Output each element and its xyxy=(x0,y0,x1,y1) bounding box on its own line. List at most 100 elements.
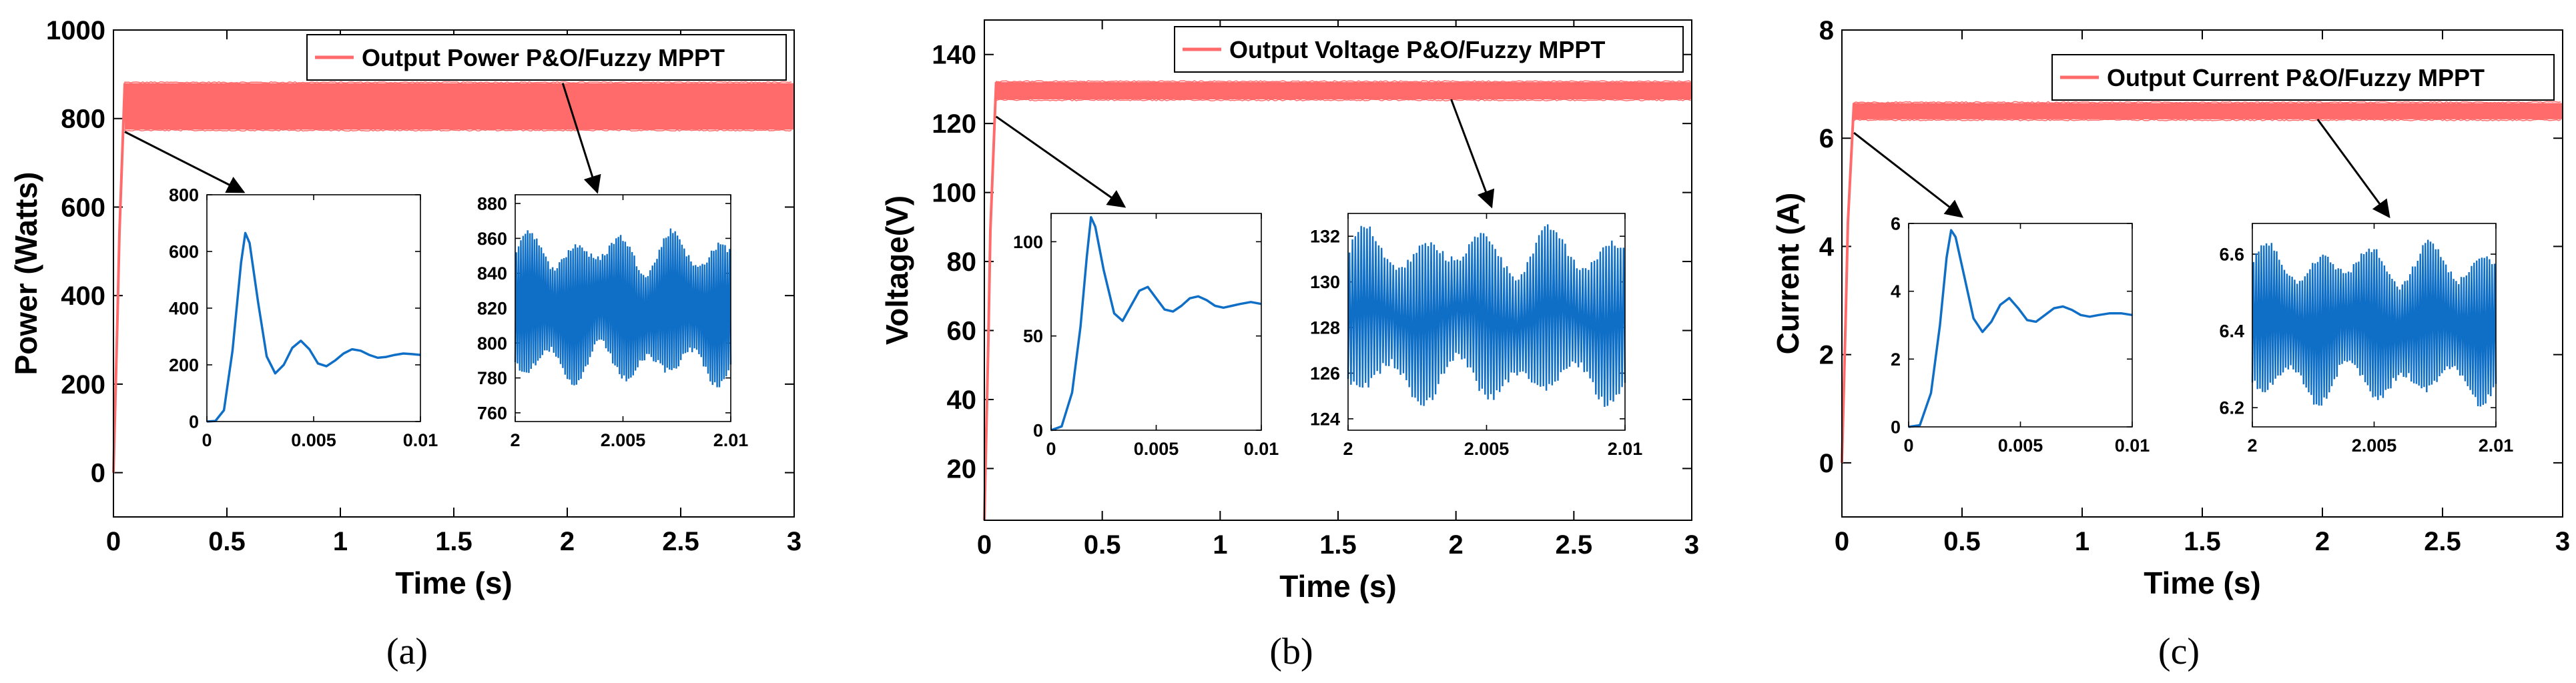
main-axis-ytick-label: 8 xyxy=(1819,16,1834,45)
main-axis-ytick-label: 400 xyxy=(61,281,105,311)
inset-axis-frame xyxy=(1050,213,1262,431)
inset-axis-xtick-label: 2.005 xyxy=(2352,436,2397,456)
main-axis-ytick-label: 80 xyxy=(947,247,977,277)
main-axis-ytick-label: 4 xyxy=(1819,232,1835,261)
y-axis-label: Current (A) xyxy=(1770,193,1805,355)
main-axis-xtick-label: 2.5 xyxy=(1556,530,1593,560)
legend-box xyxy=(2051,54,2555,101)
inset-axis-frame xyxy=(1908,223,2133,428)
series-rise xyxy=(112,83,126,473)
main-axis-xtick-label: 2 xyxy=(1449,530,1464,560)
main-axis-xtick-label: 0.5 xyxy=(208,527,246,556)
inset-axis-xtick-label: 2 xyxy=(1343,439,1353,459)
main-axis-frame xyxy=(113,29,795,518)
main-axis-ytick-label: 800 xyxy=(61,105,105,134)
inset-axis-xtick-label: 2.005 xyxy=(1464,439,1510,459)
inset-axis-xtick-label: 0.005 xyxy=(291,430,336,450)
inset-axis-ytick-label: 820 xyxy=(477,298,507,318)
inset-axis-xtick-label: 0.005 xyxy=(1998,436,2043,456)
y-axis-label: Power (Watts) xyxy=(9,172,43,376)
main-axis-xtick-label: 0.5 xyxy=(1084,530,1121,560)
main-axis-frame xyxy=(1841,29,2563,518)
series-band-bottom-edge xyxy=(995,99,1691,102)
series-band-bottom-edge xyxy=(1853,119,2561,122)
inset-axis-ytick-label: 124 xyxy=(1310,409,1340,429)
zoom-arrow-1 xyxy=(1853,131,1964,218)
inset-axis-xtick-label: 2.01 xyxy=(1608,439,1643,459)
main-axis-xtick-label: 2 xyxy=(560,527,575,556)
inset-axis-ytick-label: 6.2 xyxy=(2219,398,2244,418)
main-axis-xtick-label: 0.5 xyxy=(1943,527,1981,556)
inset-axis-ytick-label: 400 xyxy=(169,298,199,318)
series-rise xyxy=(983,82,998,521)
inset-axis-frame xyxy=(1347,213,1626,431)
series-rise xyxy=(1841,103,1855,463)
inset-axis-ytick-label: 880 xyxy=(477,194,507,214)
inset-axis-xtick-label: 2.005 xyxy=(601,430,646,450)
x-axis-label: Time (s) xyxy=(1279,569,1397,604)
inset-axis-ytick-label: 0 xyxy=(1891,417,1901,437)
inset-axis-ytick-label: 800 xyxy=(477,333,507,354)
main-axis-ytick-label: 6 xyxy=(1819,124,1834,153)
inset-series-line xyxy=(1050,215,1262,432)
main-axis-ytick-label: 2 xyxy=(1819,341,1834,370)
series-band xyxy=(125,83,793,130)
main-axis-xtick-label: 3 xyxy=(1684,530,1699,560)
inset-axis-bg xyxy=(207,195,420,422)
inset-axis-xtick-label: 2.01 xyxy=(2479,436,2514,456)
inset-axis-xtick-label: 0.01 xyxy=(1244,439,1279,459)
zoom-arrow-2 xyxy=(2316,118,2390,219)
main-axis-xtick-label: 2.5 xyxy=(662,527,699,556)
inset-axis-ytick-label: 200 xyxy=(169,355,199,375)
zoom-arrow-1 xyxy=(124,131,246,193)
inset-axis-bg xyxy=(1909,223,2132,427)
panel-c: 0 0.5 1 1.5 2 2.5 3 0 2 4 6 8 Output Current P&O/Fuz… xyxy=(1770,16,2570,672)
inset-series-line xyxy=(1908,229,2133,428)
inset-axis-ytick-label: 800 xyxy=(169,185,199,205)
main-axis-xtick-label: 0 xyxy=(977,530,992,560)
zoom-arrow-1 xyxy=(995,115,1126,208)
inset-startup: 0 0.005 0.01 0 50 100 xyxy=(1013,213,1279,459)
inset-axis-frame xyxy=(515,194,731,422)
inset-axis-frame xyxy=(2252,223,2497,428)
main-axis-ytick-label: 60 xyxy=(947,317,977,346)
main-axis-ytick-label: 100 xyxy=(932,179,976,208)
inset-startup: 0 0.005 0.01 0 2 4 6 xyxy=(1891,213,2150,456)
series-band xyxy=(996,82,1691,99)
x-axis-label: Time (s) xyxy=(395,566,513,600)
inset-axis-xtick-label: 2.01 xyxy=(713,430,749,450)
main-axis-xtick-label: 3 xyxy=(2555,527,2570,556)
legend-box xyxy=(306,34,787,81)
main-axis-xtick-label: 1 xyxy=(2075,527,2089,556)
y-axis-label: Voltage(V) xyxy=(880,195,914,345)
inset-series-oscillation xyxy=(2251,239,2497,407)
inset-axis-frame xyxy=(206,194,421,422)
main-axis-xtick-label: 1 xyxy=(1213,530,1227,560)
inset-axis-xtick-label: 2 xyxy=(510,430,520,450)
main-axis-xtick-label: 3 xyxy=(787,527,801,556)
x-axis-label: Time (s) xyxy=(2144,566,2261,600)
panel-caption: (b) xyxy=(1269,631,1313,672)
inset-axis-ytick-label: 100 xyxy=(1013,232,1043,252)
inset-axis-bg xyxy=(1051,213,1261,430)
main-axis-frame xyxy=(984,19,1692,521)
inset-axis-ytick-label: 860 xyxy=(477,229,507,249)
main-axis-ytick-label: 0 xyxy=(91,459,105,488)
series-band xyxy=(1854,103,2562,119)
main-axis-xtick-label: 1.5 xyxy=(2184,527,2221,556)
inset-axis-xtick-label: 0.005 xyxy=(1134,439,1179,459)
inset-axis-xtick-label: 0 xyxy=(202,430,212,450)
main-axis-ytick-label: 200 xyxy=(61,370,105,400)
inset-axis-xtick-label: 2 xyxy=(2247,436,2257,456)
series-band-top-edge xyxy=(995,80,1691,83)
inset-axis-xtick-label: 0 xyxy=(1046,439,1056,459)
inset-axis-ytick-label: 6.6 xyxy=(2219,244,2244,264)
inset-series-line xyxy=(206,231,421,423)
inset-steady: 2 2.005 2.01 124 126 128 130 132 xyxy=(1310,213,1642,459)
inset-axis-ytick-label: 132 xyxy=(1310,227,1340,247)
panel-caption: (a) xyxy=(386,631,428,672)
inset-axis-ytick-label: 6.4 xyxy=(2219,321,2244,342)
main-axis-ytick-label: 140 xyxy=(932,41,976,70)
